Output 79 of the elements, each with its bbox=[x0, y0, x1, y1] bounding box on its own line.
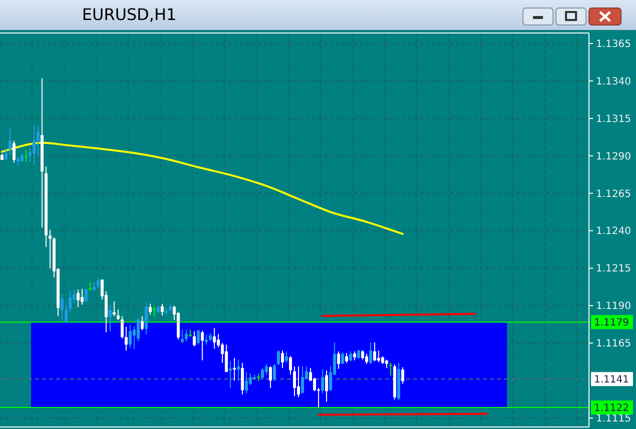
candlestick bbox=[212, 327, 216, 350]
candlestick bbox=[388, 362, 393, 376]
candlestick bbox=[116, 309, 120, 321]
candlestick bbox=[120, 316, 124, 339]
candlestick bbox=[377, 350, 380, 363]
candlestick bbox=[373, 342, 376, 362]
candlestick bbox=[325, 370, 328, 402]
candlestick bbox=[244, 372, 248, 394]
candlestick bbox=[232, 357, 236, 382]
candlestick bbox=[293, 366, 296, 397]
candlestick bbox=[8, 128, 12, 156]
candlestick bbox=[16, 156, 20, 166]
candlestick bbox=[268, 366, 272, 388]
candlestick bbox=[365, 353, 368, 364]
candlestick bbox=[224, 344, 228, 373]
candlestick bbox=[140, 316, 144, 331]
y-tick-label: 1.1165 bbox=[596, 338, 631, 350]
candlestick bbox=[32, 124, 36, 166]
candlestick bbox=[349, 350, 352, 362]
ref-line-label: 1.1141 bbox=[594, 374, 629, 386]
candlestick bbox=[337, 350, 340, 370]
y-tick-label: 1.1190 bbox=[596, 301, 631, 312]
y-tick-label: 1.1265 bbox=[596, 188, 631, 200]
candlestick bbox=[80, 288, 84, 306]
candlestick bbox=[276, 350, 280, 366]
candlestick bbox=[180, 329, 184, 344]
candlestick bbox=[272, 363, 276, 382]
candlestick bbox=[152, 306, 156, 317]
candlestick bbox=[284, 350, 288, 364]
y-tick-label: 1.1215 bbox=[596, 264, 631, 275]
candlestick bbox=[144, 301, 148, 336]
candlestick bbox=[96, 277, 100, 288]
y-tick-label: 1.1240 bbox=[596, 226, 631, 238]
candlestick bbox=[260, 367, 264, 380]
chart-title: EURUSD,H1 bbox=[82, 5, 176, 24]
candlestick bbox=[341, 352, 344, 364]
candlestick bbox=[228, 360, 232, 388]
candlestick bbox=[60, 294, 64, 322]
y-tick-label: 1.1290 bbox=[596, 151, 631, 162]
candlestick bbox=[68, 290, 72, 314]
candlestick bbox=[236, 359, 240, 382]
candlestick bbox=[136, 317, 140, 342]
candlestick bbox=[36, 126, 40, 158]
y-tick-label: 1.1315 bbox=[596, 114, 631, 125]
candlestick bbox=[188, 329, 192, 338]
candlestick bbox=[321, 369, 324, 394]
candlestick bbox=[301, 366, 304, 394]
candlestick bbox=[108, 304, 112, 332]
y-tick-label: 1.1340 bbox=[596, 76, 631, 88]
line-series bbox=[1, 142, 404, 235]
candlestick bbox=[12, 140, 16, 164]
candlestick bbox=[4, 148, 8, 160]
y-tick-label: 1.1365 bbox=[596, 38, 631, 50]
candlestick bbox=[288, 356, 292, 376]
candlestick bbox=[369, 342, 372, 364]
candlestick bbox=[24, 149, 28, 162]
candlestick bbox=[76, 289, 80, 308]
candlestick bbox=[48, 229, 52, 270]
candlestick bbox=[196, 329, 200, 346]
candlestick bbox=[401, 366, 404, 384]
candlestick bbox=[204, 334, 208, 346]
candlestick bbox=[128, 324, 132, 348]
candlestick bbox=[264, 363, 268, 376]
candlestick bbox=[280, 350, 284, 368]
y-tick-label: 1.1115 bbox=[596, 414, 631, 425]
candlestick bbox=[124, 326, 128, 352]
candlestick bbox=[200, 330, 204, 361]
candlestick bbox=[160, 303, 164, 316]
candlestick bbox=[184, 329, 188, 342]
candlestick bbox=[192, 330, 196, 347]
candlestick bbox=[84, 288, 88, 302]
candlestick bbox=[297, 366, 300, 398]
candlestick bbox=[361, 350, 364, 360]
ref-line-label: 1.1179 bbox=[594, 318, 629, 329]
candlestick bbox=[345, 352, 348, 364]
ref-line-label: 1.1122 bbox=[594, 403, 629, 414]
candlestick bbox=[112, 300, 116, 317]
candlestick bbox=[148, 303, 152, 315]
candlestick bbox=[240, 362, 244, 395]
